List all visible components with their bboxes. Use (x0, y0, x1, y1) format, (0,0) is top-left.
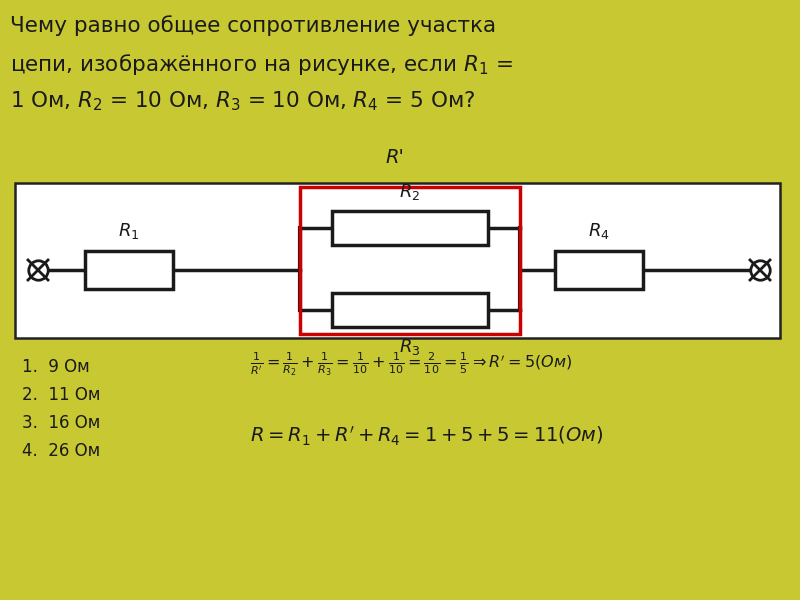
Text: $R = R_1 + R' + R_4 = 1 + 5 + 5 = 11(Ом)$: $R = R_1 + R' + R_4 = 1 + 5 + 5 = 11(Ом)… (250, 425, 603, 448)
Bar (332, 293, 488, 327)
Text: $R_3$: $R_3$ (399, 337, 421, 357)
Text: 1.  9 Ом: 1. 9 Ом (22, 358, 90, 376)
Bar (85, 251, 173, 289)
Text: 1 Ом, $R_2$ = 10 Ом, $R_3$ = 10 Ом, $R_4$ = 5 Ом?: 1 Ом, $R_2$ = 10 Ом, $R_3$ = 10 Ом, $R_4… (10, 89, 475, 113)
Text: цепи, изображённого на рисунке, если $R_1$ =: цепи, изображённого на рисунке, если $R_… (10, 52, 513, 77)
Text: $R_4$: $R_4$ (588, 221, 610, 241)
Bar (15, 183, 780, 338)
Text: $\frac{1}{R'} = \frac{1}{R_2} + \frac{1}{R_3} = \frac{1}{10} + \frac{1}{10} = \f: $\frac{1}{R'} = \frac{1}{R_2} + \frac{1}… (250, 350, 572, 377)
Text: R': R' (386, 148, 405, 167)
Text: 4.  26 Ом: 4. 26 Ом (22, 442, 100, 460)
Text: Чему равно общее сопротивление участка: Чему равно общее сопротивление участка (10, 15, 496, 36)
Bar (555, 251, 643, 289)
Bar (332, 211, 488, 245)
Text: $R_2$: $R_2$ (399, 182, 421, 202)
Text: $R_1$: $R_1$ (118, 221, 140, 241)
Text: 3.  16 Ом: 3. 16 Ом (22, 414, 100, 432)
Text: 2.  11 Ом: 2. 11 Ом (22, 386, 101, 404)
Bar (300, 187, 520, 334)
